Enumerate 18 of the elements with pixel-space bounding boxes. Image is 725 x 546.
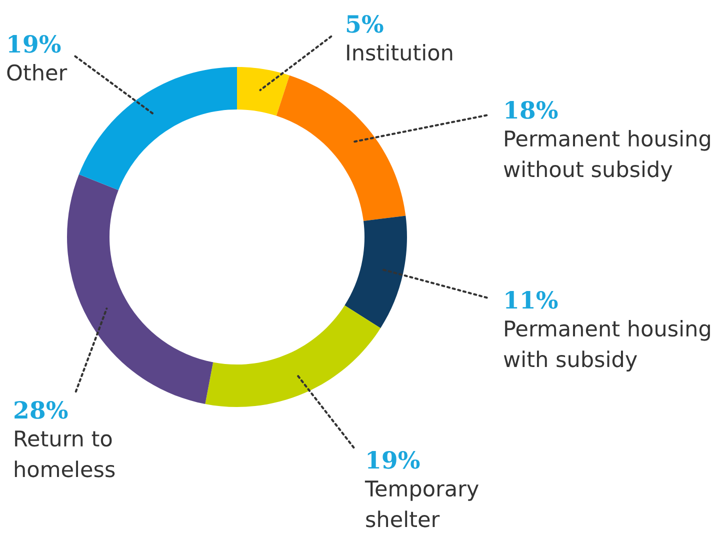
slice-label: Other <box>7 64 68 81</box>
data-label: 5% <box>346 14 384 33</box>
data-label: 19% <box>368 450 420 469</box>
donut-slice <box>78 67 237 190</box>
slice-label: Permanent housing with subsidy <box>504 320 710 372</box>
donut-slice <box>237 67 290 116</box>
slice-label: Temporary shelter <box>364 480 479 528</box>
slice-label: Permanent housing without subsidy <box>504 130 710 182</box>
donut-slice <box>67 174 214 404</box>
slice-label: Institution <box>347 44 452 61</box>
data-label: 11% <box>506 290 558 309</box>
donut-slice <box>344 216 407 328</box>
data-label: 18% <box>506 100 558 119</box>
donut-slice <box>276 75 406 222</box>
donut-slice <box>205 305 381 407</box>
data-label: 28% <box>14 400 68 419</box>
slice-label: Return to homeless <box>14 430 115 478</box>
data-label: 19% <box>8 34 61 53</box>
